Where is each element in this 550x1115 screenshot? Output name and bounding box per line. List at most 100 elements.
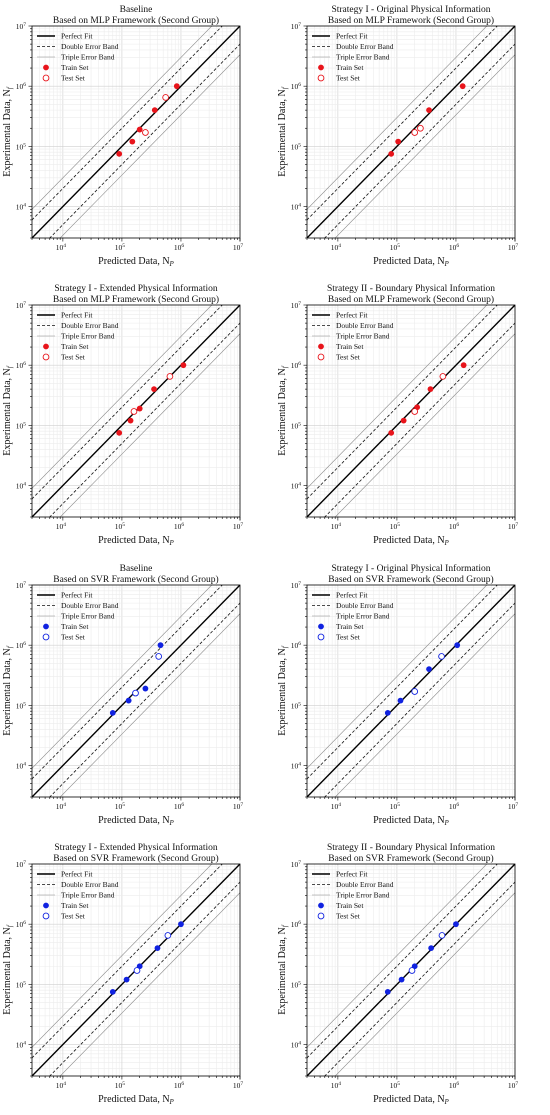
y-tick-label: 105 (16, 701, 27, 710)
y-axis-label: Experimental Data, Nf (277, 924, 289, 1014)
y-tick-label: 104 (291, 203, 302, 212)
legend-label: Perfect Fit (61, 32, 93, 41)
triple-error-band-upper (307, 305, 488, 489)
train-point (109, 709, 116, 716)
x-axis-label: Predicted Data, NP (373, 1094, 449, 1106)
panel-subtitle: Based on MLP Framework (Second Group) (53, 294, 219, 305)
train-point (127, 417, 134, 424)
legend-label: Test Set (61, 912, 86, 921)
x-tick-label: 105 (115, 243, 126, 252)
train-point (125, 697, 132, 704)
train-point (109, 988, 116, 995)
legend-label: Train Set (61, 622, 89, 631)
triple-error-band-upper (32, 864, 213, 1048)
x-tick-label: 104 (56, 802, 67, 811)
panel-title: Strategy I - Original Physical Informati… (331, 4, 490, 15)
y-tick-label: 107 (291, 22, 302, 31)
train-point (180, 362, 187, 369)
ticks: 104 104 105 105 106 106 107 107 (16, 860, 244, 1090)
legend-label: Perfect Fit (336, 311, 368, 320)
train-point (116, 150, 123, 157)
legend-label: Double Error Band (336, 601, 394, 610)
legend-label: Double Error Band (61, 321, 119, 330)
legend-swatch-train (43, 623, 49, 630)
double-error-band-lower (324, 881, 515, 1076)
perfect-fit-line (32, 305, 240, 517)
legend-label: Triple Error Band (61, 332, 115, 341)
legend-swatch-test (42, 74, 50, 82)
train-point (151, 107, 158, 114)
x-axis-label: Predicted Data, NP (373, 256, 449, 268)
x-tick-label: 107 (233, 522, 244, 531)
y-tick-label: 106 (16, 641, 27, 650)
grid (32, 864, 240, 1076)
y-axis-label: Experimental Data, Nf (2, 924, 14, 1014)
plot-area (307, 585, 515, 797)
legend-label: Double Error Band (336, 321, 394, 330)
x-axis-label: Predicted Data, NP (98, 815, 174, 827)
train-point (428, 945, 435, 952)
legend-label: Test Set (336, 74, 361, 83)
triple-error-band-lower (59, 613, 240, 797)
plot-frame (306, 304, 516, 518)
legend-swatch-test (317, 353, 325, 361)
legend-label: Test Set (336, 633, 361, 642)
double-error-band-lower (49, 322, 240, 517)
legend-label: Train Set (336, 622, 364, 631)
legend-swatch-test (317, 912, 325, 920)
y-tick-label: 106 (16, 920, 27, 929)
y-tick-label: 107 (291, 581, 302, 590)
y-axis-label: Experimental Data, Nf (277, 365, 289, 455)
triple-error-band-lower (59, 54, 240, 238)
x-tick-label: 104 (331, 802, 342, 811)
legend-label: Test Set (336, 912, 361, 921)
test-point (132, 689, 139, 697)
train-point (173, 83, 180, 90)
x-tick-label: 104 (56, 522, 67, 531)
perfect-fit-line (32, 585, 240, 797)
x-axis-label: Predicted Data, NP (373, 535, 449, 547)
grid (307, 864, 515, 1076)
double-error-band-lower (324, 43, 515, 238)
test-point (411, 408, 419, 415)
grid (307, 305, 515, 517)
legend-label: Test Set (61, 74, 86, 83)
train-point (395, 138, 402, 145)
double-error-band-lower (324, 322, 515, 517)
x-tick-label: 105 (390, 243, 401, 252)
legend-label: Triple Error Band (336, 891, 390, 900)
train-point (426, 107, 432, 114)
perfect-fit-line (307, 585, 515, 797)
test-point (130, 408, 138, 415)
train-point (388, 150, 395, 157)
y-axis-label: Experimental Data, Nf (277, 645, 289, 735)
test-point (411, 688, 419, 695)
x-tick-label: 107 (508, 802, 519, 811)
legend-label: Test Set (336, 353, 361, 362)
grid (32, 585, 240, 797)
x-tick-label: 107 (233, 1081, 244, 1090)
train-point (116, 429, 123, 436)
plot-area (32, 864, 240, 1076)
x-tick-label: 106 (449, 522, 460, 531)
chart-panel-2: Strategy I - Original Physical Informati… (277, 4, 518, 268)
x-tick-label: 104 (331, 1081, 342, 1090)
y-tick-label: 105 (291, 701, 302, 710)
legend-swatch-test (317, 633, 325, 641)
y-tick-label: 104 (16, 203, 27, 212)
legend-label: Perfect Fit (61, 591, 93, 600)
y-tick-label: 107 (16, 301, 27, 310)
plot-frame (306, 25, 516, 239)
train-point (384, 988, 391, 995)
legend-swatch-train (318, 902, 324, 909)
x-tick-label: 107 (508, 522, 519, 531)
y-tick-label: 104 (291, 762, 302, 771)
legend-label: Triple Error Band (61, 612, 115, 621)
test-point (164, 932, 172, 939)
legend-label: Perfect Fit (336, 591, 368, 600)
